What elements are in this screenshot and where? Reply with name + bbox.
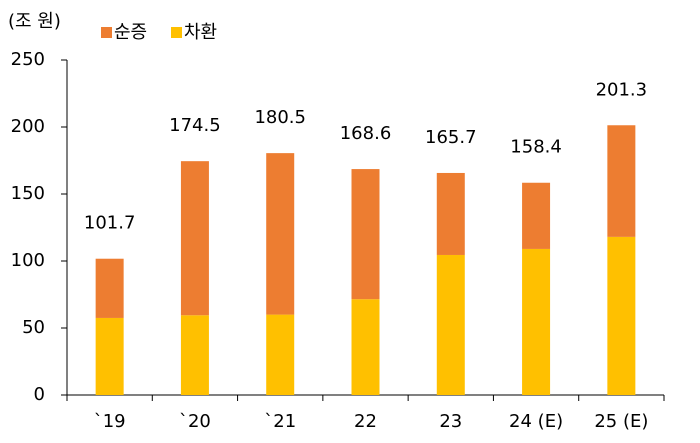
- y-tick-label: 0: [34, 384, 45, 405]
- total-label: 174.5: [169, 115, 221, 136]
- x-tick-label: 25 (E): [594, 411, 648, 432]
- bar-segment: [522, 248, 551, 395]
- y-tick-label: 250: [11, 49, 45, 70]
- y-tick-label: 150: [11, 183, 45, 204]
- y-axis-label: (조 원): [8, 11, 61, 32]
- legend-label: 차환: [184, 22, 217, 43]
- x-tick-label: 23: [439, 411, 462, 432]
- bar-segment: [522, 182, 551, 249]
- y-tick-label: 200: [11, 116, 45, 137]
- bar-segment: [436, 172, 465, 255]
- bar-segment: [436, 254, 465, 395]
- x-tick-label: `19: [94, 411, 126, 432]
- bar-segment: [607, 236, 636, 395]
- legend-swatch: [101, 27, 112, 38]
- legend-label: 순증: [114, 22, 147, 43]
- y-tick-label: 50: [22, 317, 45, 338]
- bar-segment: [95, 317, 124, 395]
- total-label: 158.4: [510, 137, 562, 158]
- bar-segment: [266, 153, 295, 315]
- total-label: 201.3: [596, 79, 648, 100]
- bar-segment: [180, 161, 209, 316]
- x-tick-label: `21: [264, 411, 296, 432]
- total-label: 165.7: [425, 127, 477, 148]
- bar-segment: [180, 315, 209, 395]
- legend-swatch: [171, 27, 182, 38]
- x-tick-label: 22: [354, 411, 377, 432]
- y-tick-label: 100: [11, 250, 45, 271]
- total-label: 180.5: [254, 107, 306, 128]
- bar-segment: [266, 314, 295, 395]
- bar-segment: [351, 169, 380, 300]
- total-label: 168.6: [340, 123, 392, 144]
- bar-segment: [351, 299, 380, 395]
- bar-segment: [95, 258, 124, 318]
- total-label: 101.7: [84, 213, 136, 234]
- bar-segment: [607, 125, 636, 237]
- x-tick-label: `20: [179, 411, 211, 432]
- x-tick-label: 24 (E): [509, 411, 563, 432]
